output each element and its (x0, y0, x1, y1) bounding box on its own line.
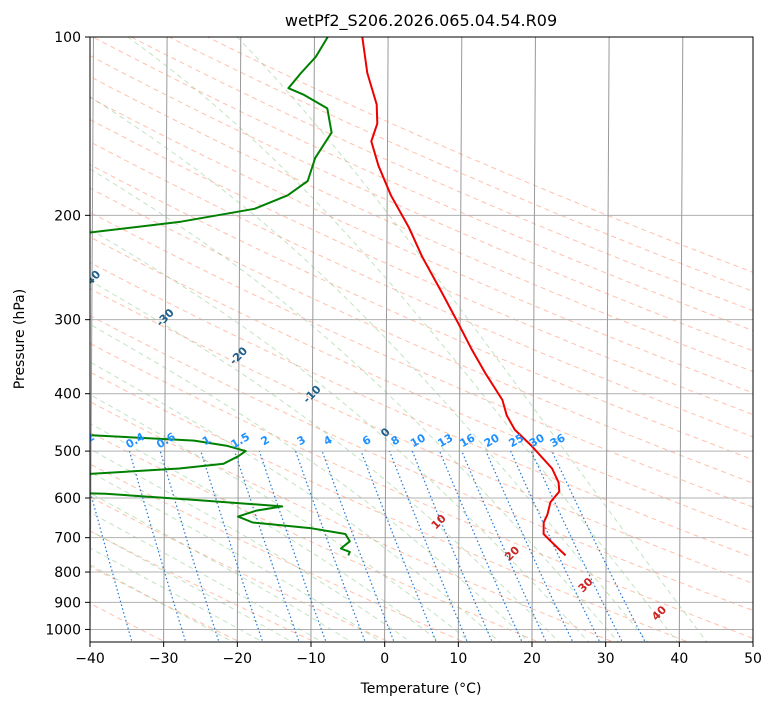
x-tick-label: 20 (523, 651, 541, 667)
dry-adiabat-line (90, 97, 753, 394)
mixing-ratio-label: 0.2 (73, 430, 96, 451)
x-tick-label: −10 (296, 651, 326, 667)
mixing-ratio-lines (90, 450, 646, 642)
moist-adiabat-line (127, 37, 678, 642)
dry-adiabat-line (90, 236, 753, 533)
dry-adiabat-line (130, 37, 753, 312)
axis-ticks: −40 −30 −20 −10 0 10 20 30 40 50 100 200 300 400 500 60… (45, 30, 762, 667)
x-tick-label: −30 (149, 651, 179, 667)
y-tick-label: 500 (54, 444, 81, 460)
x-tick-label: −40 (75, 651, 105, 667)
grid-and-isotherms (90, 37, 753, 642)
y-axis-label: Pressure (hPa) (12, 289, 28, 389)
dry-adiabat-line (90, 141, 753, 438)
x-tick-label: 40 (670, 651, 688, 667)
y-tick-label: 100 (54, 30, 81, 46)
mixing-ratio-line (510, 450, 601, 642)
y-tick-label: 600 (54, 491, 81, 507)
profile-series (90, 37, 567, 557)
moist-adiabat-line (90, 511, 323, 642)
mixing-ratio-line (461, 450, 547, 642)
mixing-ratio-line (200, 450, 264, 642)
moist-adiabat-line (90, 394, 471, 642)
dry-adiabat-line (90, 55, 753, 352)
mixing-ratio-line (258, 450, 327, 642)
mixing-ratio-line (159, 450, 220, 642)
dry-adiabats (90, 37, 753, 642)
isotherm-line (457, 37, 463, 642)
isotherm-line (310, 37, 315, 642)
mixing-ratio-line (321, 450, 395, 642)
isotherm-line (531, 37, 536, 642)
isotherm-line (605, 37, 610, 642)
y-tick-label: 700 (54, 531, 81, 547)
chart-title: wetPf2_S206.2026.065.04.54.R09 (285, 11, 557, 31)
y-tick-label: 800 (54, 565, 81, 581)
moist-adiabat-line (90, 422, 442, 642)
dry-adiabat-line (90, 371, 690, 642)
isotherm-line (678, 37, 684, 642)
moist-adiabat-line (90, 448, 412, 642)
dewpoint-profile-line (90, 37, 351, 556)
dry-adiabat-line (90, 118, 753, 416)
dry-adiabat-line (90, 431, 540, 642)
mixing-ratio-line (234, 450, 300, 642)
isotherm-line (163, 37, 168, 642)
x-tick-label: 10 (449, 651, 467, 667)
mixing-ratio-line (295, 450, 366, 642)
x-tick-label: 0 (380, 651, 389, 667)
dry-adiabat-line (206, 37, 753, 273)
dry-adiabat-line (90, 164, 753, 461)
x-tick-label: 30 (597, 651, 615, 667)
mixing-ratio-line (530, 450, 623, 642)
y-tick-label: 1000 (45, 622, 81, 638)
temperature-profile-line (361, 37, 567, 557)
isotherm-line (384, 37, 389, 642)
mixing-ratio-line (551, 450, 646, 642)
x-tick-label: 50 (744, 651, 762, 667)
y-tick-label: 200 (54, 208, 81, 224)
plot-frame (89, 36, 754, 643)
x-tick-label: −20 (223, 651, 253, 667)
plot-area: -100-90-80-70-60-50-40-30-20-1000.10.20.… (73, 37, 753, 642)
y-tick-label: 400 (54, 387, 81, 403)
mixing-ratio-line (360, 450, 438, 642)
mixing-ratio-line (485, 450, 574, 642)
y-tick-label: 300 (54, 313, 81, 329)
dry-adiabat-line (90, 261, 753, 558)
dry-adiabat-line (90, 401, 615, 642)
x-axis-label: Temperature (°C) (360, 681, 482, 697)
isotherm-line (236, 37, 242, 642)
dry-adiabat-line (90, 75, 753, 373)
y-tick-label: 900 (54, 595, 81, 611)
moist-adiabat-line (236, 37, 708, 642)
moist-adiabat-line (90, 280, 560, 642)
